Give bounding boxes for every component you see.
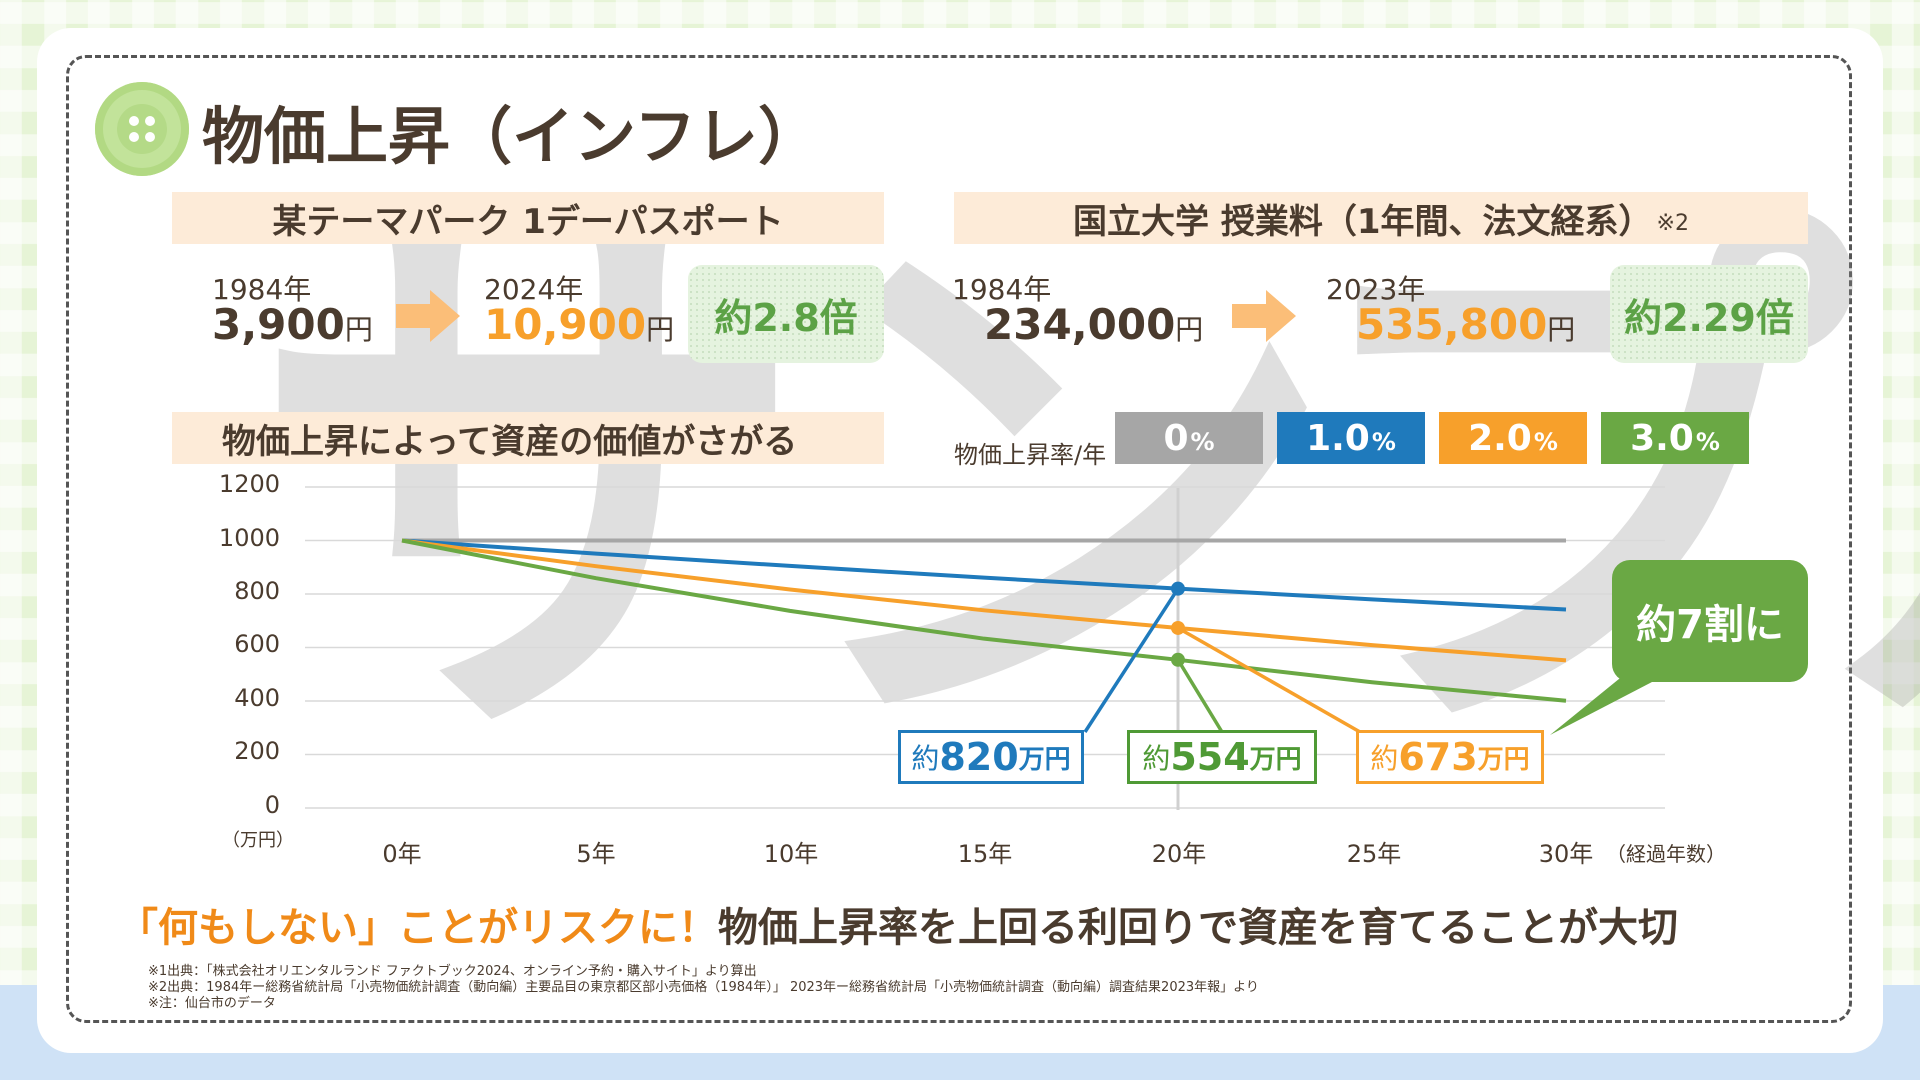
y-tick-200: 200 (234, 737, 280, 765)
y-tick-600: 600 (234, 630, 280, 658)
bubble-tail (1550, 670, 1675, 735)
theme-park-to-year: 2024年 (484, 273, 584, 306)
theme-park-from-year: 1984年 (212, 273, 312, 306)
y-unit-label: （万円） (222, 830, 294, 851)
bottom-message: 「何もしない」ことがリスクに！物価上昇率を上回る利回りで資産を育てることが大切 (118, 895, 1678, 953)
theme-park-title: 某テーマパーク 1デーパスポート (272, 201, 784, 242)
callout-2-percent: 約 673 万円 (1356, 730, 1544, 784)
university-to-year: 2023年 (1326, 273, 1426, 306)
bottom-message-highlight: 「何もしない」ことがリスクに！ (118, 905, 718, 951)
bottom-message-rest: 物価上昇率を上回る利回りで資産を育てることが大切 (718, 905, 1678, 951)
seventy-percent-bubble: 約7割に (1612, 560, 1808, 682)
theme-park-to-price: 10,900円 (484, 300, 675, 349)
chart-banner: 物価上昇によって資産の価値がさがる (172, 412, 884, 464)
arrow-right-icon (396, 290, 460, 342)
university-note: ※2 (1656, 211, 1689, 236)
x-tick-30: 30年 (1538, 840, 1594, 868)
legend-2-percent: 2.0% (1439, 412, 1587, 464)
x-tick-10: 10年 (763, 840, 819, 868)
rate-label: 物価上昇率/年 (954, 441, 1107, 469)
footnote-1: ※1出典：「株式会社オリエンタルランド ファクトブック2024、オンライン予約・… (148, 964, 757, 979)
y-tick-400: 400 (234, 684, 280, 712)
button-icon (95, 82, 189, 176)
legend-3-percent: 3.0% (1601, 412, 1749, 464)
y-tick-800: 800 (234, 577, 280, 605)
theme-park-banner: 某テーマパーク 1デーパスポート (172, 192, 884, 244)
y-tick-0: 0 (264, 791, 280, 819)
y-tick-1200: 1200 (218, 470, 280, 498)
x-tick-25: 25年 (1346, 840, 1402, 868)
chart-banner-text: 物価上昇によって資産の価値がさがる (222, 421, 798, 462)
footnote-3: ※注：仙台市のデータ (148, 996, 276, 1011)
arrow-right-icon (1232, 290, 1296, 342)
footnote-2: ※2出典：1984年ー総務省統計局「小売物価統計調査（動向編）主要品目の東京都区… (148, 980, 1259, 995)
callout-1-percent: 約 820 万円 (898, 730, 1084, 784)
university-from-price: 234,000円 (984, 300, 1204, 349)
dashed-frame (66, 55, 1852, 1023)
legend-1-percent: 1.0% (1277, 412, 1425, 464)
university-banner: 国立大学 授業料（1年間、法文経系） ※2 (954, 192, 1808, 244)
university-title: 国立大学 授業料（1年間、法文経系） (1073, 201, 1653, 242)
university-ratio: 約2.29倍 (1610, 265, 1808, 363)
university-from-year: 1984年 (952, 273, 1052, 306)
x-tick-15: 15年 (957, 840, 1013, 868)
x-tick-5: 5年 (576, 840, 616, 868)
legend-0-percent: 0% (1115, 412, 1263, 464)
callout-3-percent: 約 554 万円 (1127, 730, 1317, 784)
page-title: 物価上昇（インフレ） (202, 100, 821, 173)
university-to-price: 535,800円 (1356, 300, 1576, 349)
x-axis-label: （経過年数） (1606, 842, 1726, 866)
x-tick-0: 0年 (382, 840, 422, 868)
y-tick-1000: 1000 (218, 524, 280, 552)
theme-park-ratio: 約2.8倍 (688, 265, 884, 363)
x-tick-20: 20年 (1151, 840, 1207, 868)
theme-park-from-price: 3,900円 (212, 300, 373, 349)
